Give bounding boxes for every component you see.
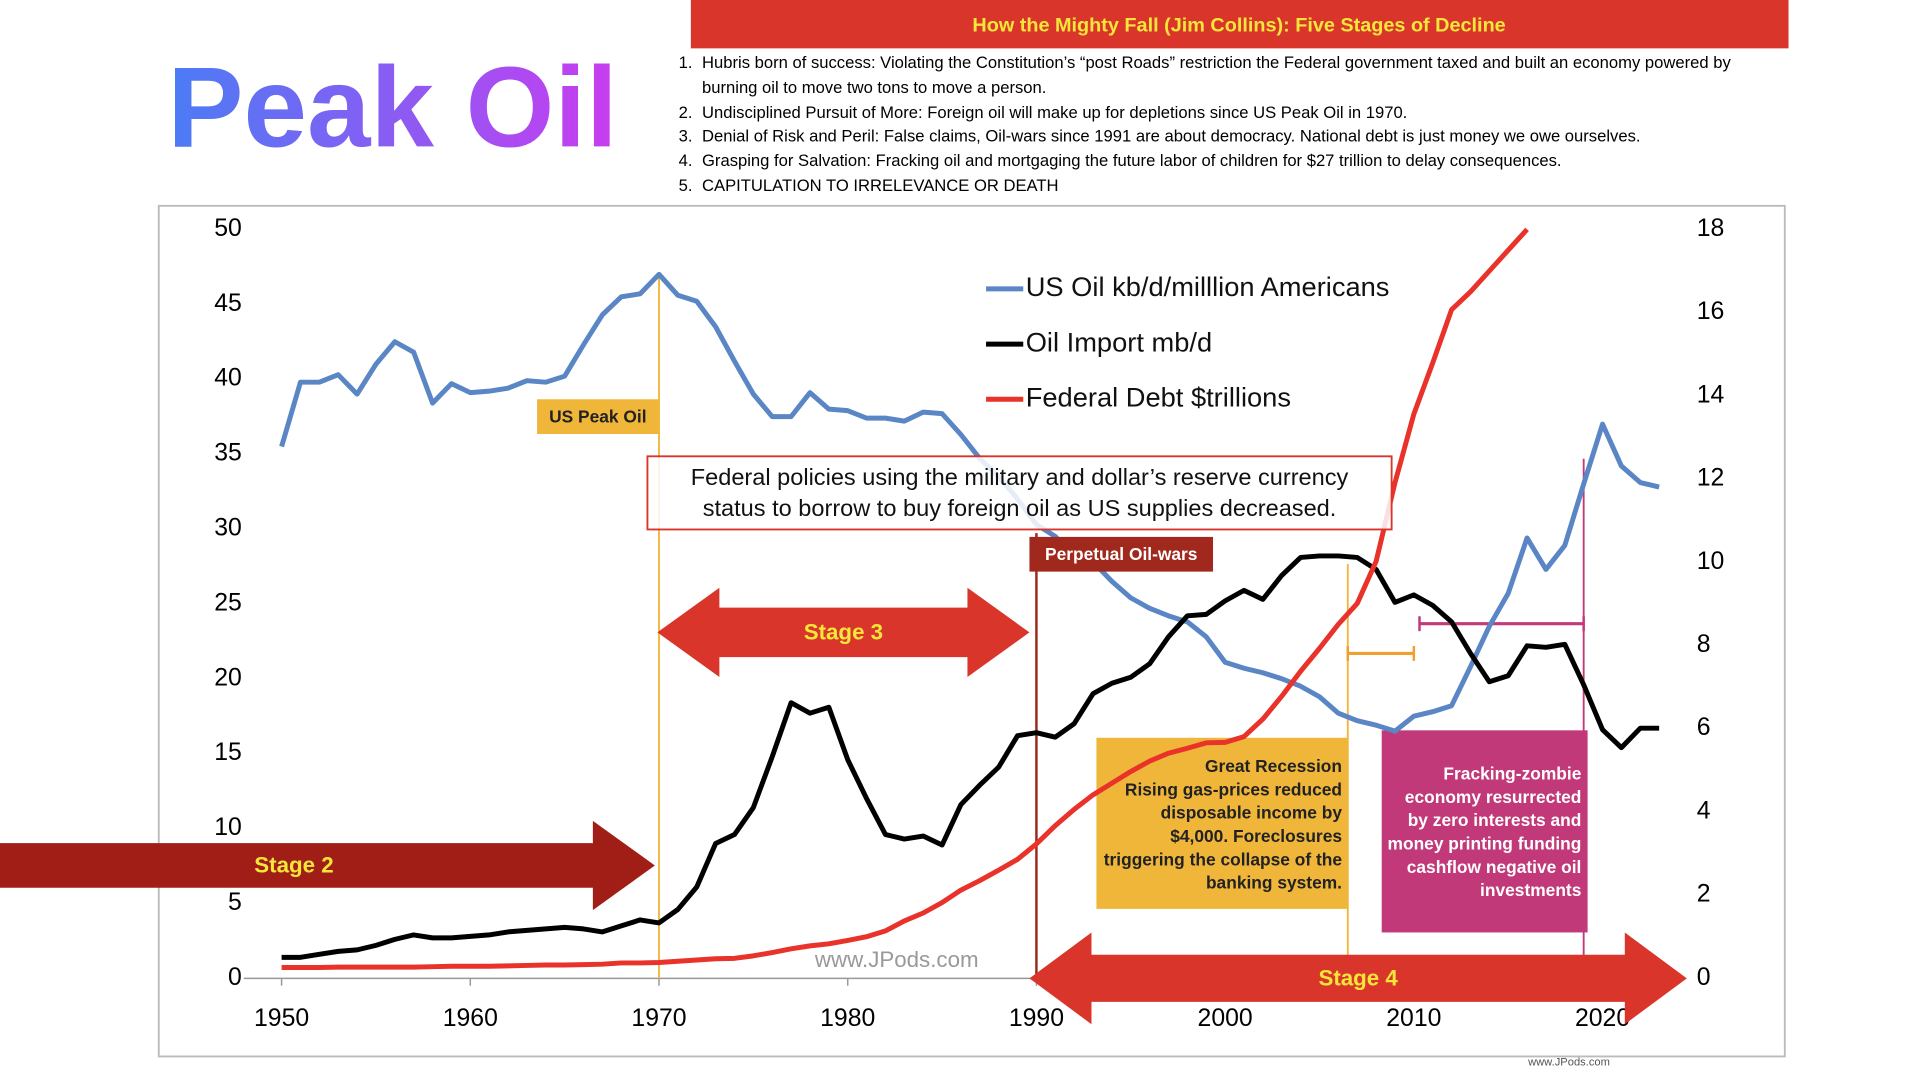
y-tick-label: 45	[214, 290, 242, 317]
x-tick-label: 1980	[820, 1005, 875, 1032]
y-tick-label: 25	[214, 589, 242, 616]
stage4-arrow	[1029, 932, 1687, 1025]
y-tick-label: 0	[228, 964, 242, 991]
x-tick-label: 2020	[1575, 1005, 1630, 1032]
header-bar	[690, 0, 1789, 49]
recession-text: triggering the collapse of the	[1104, 849, 1343, 869]
y-tick-label: 40	[214, 365, 242, 392]
stage3-arrow	[657, 587, 1030, 678]
x-tick-label: 1960	[443, 1005, 498, 1032]
y-tick-label: 15	[214, 739, 242, 766]
fracking-text: investments	[1480, 880, 1581, 900]
header-list-box: Hubris born of success: Violating the Co…	[665, 51, 1781, 202]
policy-text: Federal policies using the military and …	[691, 464, 1349, 490]
fracking-text: money printing funding	[1388, 833, 1582, 853]
y-tick-label: 30	[214, 515, 242, 542]
fracking-box	[1381, 730, 1588, 933]
header-item: CAPITULATION TO IRRELEVANCE OR DEATH	[697, 174, 1781, 199]
peak-oil-box	[537, 399, 659, 434]
y-tick-label: 10	[214, 814, 242, 841]
series-line	[281, 553, 1660, 960]
series-line	[279, 271, 1660, 734]
oil-wars-box	[1029, 536, 1214, 572]
y2-tick-label: 2	[1697, 881, 1711, 908]
stage2-arrow	[0, 820, 655, 911]
header-item: Denial of Risk and Peril: False claims, …	[697, 124, 1781, 149]
legend-label: Oil Import mb/d	[1026, 326, 1212, 357]
legend-label: Federal Debt $trillions	[1026, 381, 1291, 412]
stage4-label: Stage 4	[1318, 965, 1398, 990]
recession-text: $4,000. Foreclosures	[1170, 826, 1342, 846]
y-tick-label: 35	[214, 440, 242, 467]
recession-text: Great Recession	[1205, 756, 1342, 776]
x-tick-label: 1990	[1009, 1005, 1064, 1032]
fracking-text: economy resurrected	[1405, 787, 1582, 807]
y2-tick-label: 6	[1697, 714, 1711, 741]
oil-wars-label: Perpetual Oil-wars	[1045, 544, 1197, 564]
recession-text: Rising gas-prices reduced	[1125, 779, 1342, 799]
header-item: Undisciplined Pursuit of More: Foreign o…	[697, 100, 1781, 125]
policy-text: status to borrow to buy foreign oil as U…	[703, 495, 1337, 521]
x-tick-label: 1950	[254, 1005, 309, 1032]
legend-label: US Oil kb/d/milllion Americans	[1026, 271, 1390, 302]
plot: 0 5 10 15 20 25 30 35 40 45 50 0 2 4 6 8 10 12 14 16 18 1950 1…	[0, 215, 1725, 1032]
y2-tick-label: 18	[1697, 215, 1725, 242]
x-tick-label: 2010	[1386, 1005, 1441, 1032]
slide-title: Peak Oil	[167, 44, 617, 171]
fracking-text: Fracking-zombie	[1443, 764, 1581, 784]
header-list: Hubris born of success: Violating the Co…	[665, 51, 1781, 198]
y2-tick-label: 4	[1697, 797, 1711, 824]
watermark: www.JPods.com	[814, 947, 979, 972]
series-line	[281, 227, 1529, 970]
credit: www.JPods.com	[1527, 1057, 1610, 1069]
x-tick-label: 1970	[631, 1005, 686, 1032]
y2-tick-label: 12	[1697, 465, 1725, 492]
peak-oil-label: US Peak Oil	[549, 406, 646, 426]
y2-tick-label: 8	[1697, 631, 1711, 658]
y2-tick-label: 0	[1697, 964, 1711, 991]
stage2-label: Stage 2	[254, 853, 333, 878]
policy-box	[646, 455, 1393, 531]
y-tick-label: 50	[214, 215, 242, 242]
recession-text: disposable income by	[1161, 803, 1343, 823]
fracking-text: cashflow negative oil	[1407, 857, 1582, 877]
y-tick-label: 5	[228, 889, 242, 916]
fracking-text: by zero interests and	[1408, 810, 1582, 830]
y2-tick-label: 14	[1697, 381, 1725, 408]
y2-tick-label: 16	[1697, 298, 1725, 325]
stage3-label: Stage 3	[804, 620, 883, 645]
x-tick-label: 2000	[1198, 1005, 1253, 1032]
header-title: How the Mighty Fall (Jim Collins): Five …	[972, 14, 1505, 36]
header-item: Grasping for Salvation: Fracking oil and…	[697, 149, 1781, 174]
header-item: Hubris born of success: Violating the Co…	[697, 51, 1781, 100]
y-tick-label: 20	[214, 664, 242, 691]
recession-text: banking system.	[1206, 873, 1342, 893]
y2-tick-label: 10	[1697, 548, 1725, 575]
